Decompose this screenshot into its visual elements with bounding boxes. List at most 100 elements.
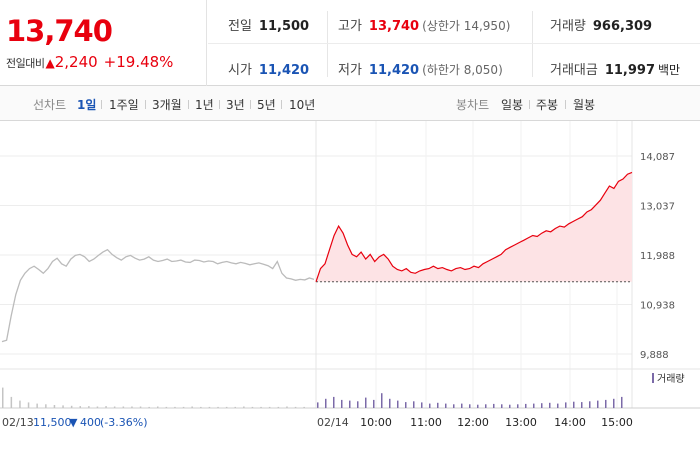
divider [532, 11, 533, 77]
volume-bar [36, 403, 38, 408]
period-tab-10y[interactable]: 10년 [289, 98, 316, 112]
change-rate: +19.48% [103, 53, 174, 71]
volume-legend-swatch [652, 373, 654, 383]
divider [250, 100, 251, 109]
today-price-line [315, 171, 633, 282]
x-tick-label: 14:00 [554, 416, 586, 429]
volume-cell: 거래량 966,309 [550, 15, 652, 34]
divider [219, 100, 220, 109]
prev-close-cell: 전일 11,500 [228, 15, 309, 34]
volume-bar [277, 406, 280, 408]
volume-bar [53, 405, 56, 408]
high-label: 고가 [338, 19, 362, 34]
volume-bar [357, 401, 359, 408]
today-price-area [316, 172, 632, 282]
volume-bar [397, 400, 399, 408]
line-chart-heading: 선차트 [33, 98, 67, 112]
divider [529, 100, 530, 109]
volume-bar [62, 405, 64, 408]
prev-day-change: 400 [80, 416, 101, 429]
volume-bar [533, 403, 535, 408]
volume-bar [88, 406, 90, 408]
period-tab-3y[interactable]: 3년 [226, 98, 245, 112]
divider [145, 100, 146, 109]
prev-day-price-line [1, 248, 315, 343]
low-value: 11,420 [368, 63, 420, 78]
volume-bar [191, 406, 193, 408]
divider [101, 100, 102, 109]
down-arrow-icon: ▼ [69, 416, 78, 429]
volume-bar [477, 404, 479, 408]
current-price-box: 13,740 전일대비▲2,240 +19.48% [0, 0, 207, 86]
volume-bar [174, 406, 176, 408]
prev-close-value: 11,500 [258, 19, 310, 34]
high-value: 13,740 [368, 19, 420, 34]
y-tick-label: 14,087 [640, 152, 675, 163]
today-area [315, 171, 633, 283]
current-price: 13,740 [6, 14, 113, 48]
change-amount: 2,240 [54, 53, 98, 71]
y-tick-label: 10,938 [640, 301, 675, 312]
volume-bar [260, 406, 262, 408]
volume-label: 거래량 [550, 19, 586, 34]
volume-bar [286, 406, 288, 408]
candle-tab-weekly[interactable]: 주봉 [536, 98, 559, 112]
trade-value-cell: 거래대금 11,997 백만 [550, 59, 680, 78]
volume-bar [234, 406, 236, 408]
volume-legend-label: 거래량 [657, 373, 685, 385]
change-label: 전일대비 [6, 57, 45, 70]
trade-value: 11,997 [604, 63, 656, 78]
volume-bar [333, 396, 335, 408]
period-tab-1w[interactable]: 1주일 [109, 98, 139, 112]
volume-bar [405, 402, 407, 408]
today-date-label: 02/14 [317, 416, 349, 429]
volume-bar [251, 406, 254, 408]
volume-bar [597, 400, 599, 408]
volume-bar [429, 403, 431, 408]
intraday-price-chart[interactable]: 14,087 13,037 11,988 10,938 9,888 거래량 02… [0, 121, 700, 450]
volume-bar [165, 406, 168, 408]
volume-bar [565, 402, 567, 408]
volume-bar [509, 404, 511, 408]
volume-bar [105, 406, 107, 408]
volume-bar [10, 396, 13, 408]
period-tab-1y[interactable]: 1년 [195, 98, 214, 112]
volume-bar [557, 403, 559, 408]
volume-bar [365, 397, 367, 408]
x-axis: 02/13 11,500 ▼ 400 (-3.36%) 02/14 10:00 … [2, 416, 633, 429]
candle-tab-monthly[interactable]: 월봉 [573, 98, 596, 112]
candle-chart-heading: 봉차트 [456, 98, 490, 112]
volume-bar [243, 406, 245, 408]
open-cell: 시가 11,420 [228, 59, 309, 78]
x-tick-label: 11:00 [410, 416, 442, 429]
candle-tab-daily[interactable]: 일봉 [501, 98, 524, 112]
divider [281, 100, 282, 109]
lower-limit: (하한가 8,050) [422, 63, 503, 77]
volume-bar [294, 406, 297, 408]
period-tab-3m[interactable]: 3개월 [152, 98, 182, 112]
period-tab-1d[interactable]: 1일 [77, 98, 97, 112]
volume-bar [349, 400, 351, 408]
low-label: 저가 [338, 63, 362, 78]
volume-bar [581, 402, 583, 408]
volume-bar [381, 393, 383, 408]
x-tick-label: 12:00 [457, 416, 489, 429]
period-tab-5y[interactable]: 5년 [257, 98, 276, 112]
volume-bar [589, 401, 591, 408]
y-tick-label: 9,888 [640, 350, 669, 361]
volume-bar [621, 396, 623, 408]
prev-close-label: 전일 [228, 19, 252, 34]
volume-bar [373, 399, 375, 408]
price-change-line: 전일대비▲2,240 +19.48% [6, 53, 173, 71]
volume-bar [131, 406, 133, 408]
prev-day-area [1, 248, 315, 343]
volume-bar [225, 406, 228, 408]
volume-bar [413, 401, 415, 408]
volume-bar [469, 404, 471, 408]
divider [565, 100, 566, 109]
volume-bar [461, 403, 463, 408]
volume-bar [573, 401, 575, 408]
volume-bar [549, 402, 551, 408]
volume-bar [139, 406, 142, 408]
volume-bar [217, 406, 219, 408]
